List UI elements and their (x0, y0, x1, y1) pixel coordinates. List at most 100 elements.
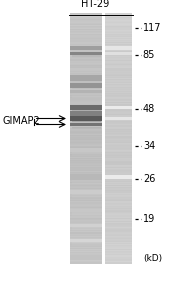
Bar (72, 127, 101, 128)
Bar (70, 138, 102, 139)
Bar (72, 197, 101, 198)
Bar (70, 137, 102, 138)
Bar (105, 249, 132, 250)
Bar (105, 141, 132, 142)
Bar (70, 238, 102, 239)
Bar (105, 97, 132, 98)
Bar (105, 260, 132, 261)
Bar (70, 123, 102, 124)
Bar (105, 38, 132, 39)
Bar (105, 251, 132, 252)
Bar (70, 33, 102, 34)
Bar (105, 253, 132, 254)
Bar (105, 221, 132, 222)
Bar (105, 212, 132, 213)
Bar (105, 64, 132, 65)
Bar (105, 126, 132, 127)
Bar (105, 117, 132, 118)
Bar (105, 244, 132, 245)
Bar (70, 116, 102, 121)
Bar (70, 48, 102, 49)
Bar (105, 83, 132, 84)
Bar (105, 237, 132, 238)
Bar (70, 226, 102, 227)
Bar (105, 76, 132, 77)
Bar (105, 70, 132, 71)
Bar (105, 211, 132, 212)
Bar (105, 246, 132, 247)
Bar (105, 187, 132, 188)
Bar (70, 241, 102, 242)
Bar (70, 40, 102, 41)
Bar (72, 52, 101, 53)
Bar (105, 57, 132, 58)
Bar (70, 84, 102, 85)
Bar (105, 98, 132, 99)
Bar (105, 149, 132, 150)
Bar (70, 225, 102, 226)
Bar (70, 148, 102, 149)
Bar (70, 99, 102, 100)
Bar (105, 37, 132, 38)
Bar (70, 186, 102, 187)
Bar (72, 95, 101, 96)
Bar (70, 115, 102, 116)
Bar (70, 122, 102, 126)
Bar (105, 216, 132, 217)
Bar (105, 238, 132, 239)
Bar (70, 216, 102, 217)
Bar (70, 61, 102, 62)
Bar (105, 235, 132, 236)
Bar (105, 250, 132, 251)
Bar (105, 85, 132, 86)
Bar (72, 84, 101, 86)
Bar (105, 261, 132, 262)
Bar (105, 154, 132, 155)
Bar (70, 109, 102, 110)
Bar (70, 59, 102, 60)
Bar (105, 60, 132, 61)
Bar (70, 242, 102, 243)
Bar (72, 124, 101, 125)
Bar (70, 43, 102, 44)
Bar (70, 13, 102, 14)
Bar (105, 172, 132, 173)
Bar (105, 25, 132, 26)
Bar (70, 150, 102, 151)
Bar (70, 65, 102, 66)
Bar (72, 119, 101, 120)
Bar (70, 163, 102, 164)
Bar (70, 50, 102, 51)
Bar (70, 78, 102, 79)
Bar (105, 67, 132, 68)
Bar (105, 99, 132, 100)
Bar (70, 27, 102, 28)
Bar (105, 159, 132, 160)
Bar (70, 58, 102, 59)
Bar (105, 75, 132, 76)
Bar (105, 256, 132, 257)
Bar (105, 105, 132, 106)
Bar (70, 149, 102, 150)
Bar (105, 215, 132, 216)
Bar (70, 110, 102, 111)
Bar (105, 39, 132, 40)
Bar (70, 132, 102, 133)
Bar (70, 212, 102, 213)
Bar (105, 205, 132, 206)
Bar (70, 52, 102, 55)
Bar (70, 211, 102, 212)
Bar (105, 150, 132, 151)
Bar (70, 24, 102, 25)
Bar (105, 173, 132, 174)
Bar (70, 32, 102, 33)
Bar (105, 15, 132, 16)
Bar (105, 136, 132, 137)
Bar (70, 39, 102, 40)
Bar (105, 49, 132, 50)
Bar (70, 134, 102, 135)
Bar (105, 16, 132, 17)
Bar (105, 217, 132, 218)
Bar (72, 196, 101, 197)
Bar (72, 91, 101, 92)
